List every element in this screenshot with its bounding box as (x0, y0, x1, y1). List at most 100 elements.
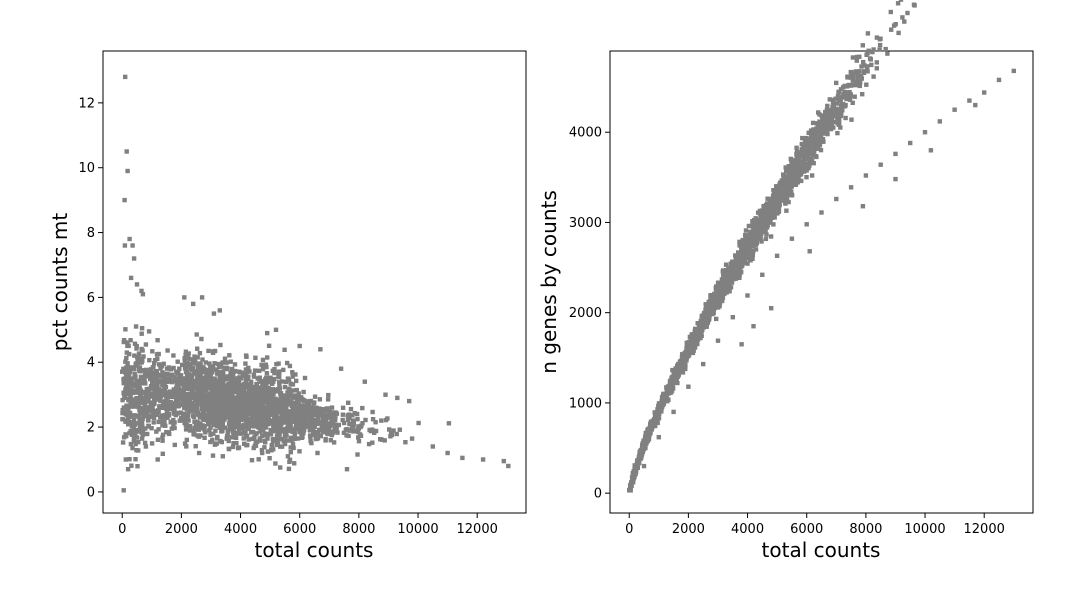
left-x-ticks: 0 2000 4000 6000 8000 10000 12000 (118, 513, 498, 537)
data-point (272, 370, 277, 376)
data-point (173, 392, 178, 397)
left-plot-frame (102, 50, 527, 514)
data-point (714, 284, 719, 289)
data-point (256, 457, 261, 462)
data-point (268, 410, 274, 416)
data-point (150, 349, 155, 354)
data-point (229, 408, 234, 413)
data-point (207, 428, 212, 433)
data-point (277, 436, 282, 442)
data-point (194, 332, 199, 337)
data-point (192, 419, 198, 424)
data-point (840, 95, 846, 100)
data-point (772, 215, 777, 220)
data-point (282, 384, 288, 390)
data-point (217, 375, 222, 380)
data-point (257, 391, 263, 396)
left-points (120, 74, 511, 493)
data-point (783, 165, 788, 170)
data-point (265, 449, 271, 454)
data-point (152, 396, 157, 401)
data-point (271, 379, 276, 384)
data-point (340, 417, 345, 423)
data-point (222, 388, 227, 394)
data-point (289, 393, 294, 398)
data-point (350, 413, 355, 418)
data-point (225, 433, 230, 438)
data-point (299, 435, 305, 440)
data-point (184, 392, 189, 397)
data-point (341, 430, 347, 435)
data-point (745, 233, 751, 238)
data-point (134, 361, 139, 366)
y-tick-label: 0 (87, 485, 95, 500)
data-point (812, 149, 817, 154)
data-point (849, 73, 854, 78)
data-point (121, 405, 127, 410)
data-point (794, 145, 799, 150)
data-point (249, 458, 255, 463)
data-point (195, 363, 201, 369)
data-point (218, 342, 223, 348)
data-point (818, 147, 824, 153)
data-point (189, 381, 194, 387)
data-point (347, 421, 352, 427)
data-point (164, 405, 169, 411)
data-point (695, 337, 701, 342)
data-point (213, 428, 218, 433)
data-point (181, 397, 187, 403)
data-point (183, 349, 189, 354)
data-point (193, 444, 198, 449)
data-point (259, 362, 264, 368)
data-point (205, 415, 211, 421)
y-tick-label: 2 (87, 421, 95, 436)
data-point (341, 420, 347, 426)
data-point (877, 42, 883, 48)
data-point (245, 442, 250, 448)
data-point (153, 408, 158, 414)
data-point (251, 445, 256, 451)
data-point (181, 414, 187, 419)
data-point (162, 412, 167, 418)
data-point (123, 419, 128, 424)
data-point (206, 391, 212, 396)
data-point (287, 386, 292, 391)
data-point (308, 410, 313, 415)
data-point (248, 379, 254, 384)
data-point (300, 397, 305, 402)
data-point (243, 367, 249, 372)
data-point (124, 365, 129, 370)
data-point (257, 394, 262, 399)
data-point (172, 420, 177, 425)
data-point (140, 358, 145, 363)
data-point (346, 400, 351, 405)
data-point (216, 392, 221, 397)
data-point (312, 405, 318, 411)
data-point (253, 392, 258, 398)
data-point (129, 382, 134, 387)
data-point (370, 417, 376, 422)
data-point (445, 450, 450, 456)
data-point (809, 156, 814, 161)
data-point (214, 389, 219, 394)
data-point (230, 386, 235, 391)
data-point (191, 414, 197, 419)
data-point (127, 351, 132, 357)
data-point (289, 425, 294, 430)
data-point (153, 389, 158, 394)
data-point (694, 327, 699, 332)
data-point (315, 431, 320, 436)
y-tick-label: 10 (78, 161, 95, 176)
data-point (684, 344, 690, 349)
data-point (227, 424, 233, 430)
data-point (871, 47, 876, 52)
data-point (286, 417, 291, 422)
data-point (274, 415, 280, 420)
data-point (206, 421, 211, 426)
data-point (277, 369, 282, 374)
data-point (187, 428, 193, 433)
data-point (795, 150, 800, 156)
data-point (271, 423, 276, 428)
data-point (764, 232, 769, 237)
data-point (290, 441, 296, 446)
